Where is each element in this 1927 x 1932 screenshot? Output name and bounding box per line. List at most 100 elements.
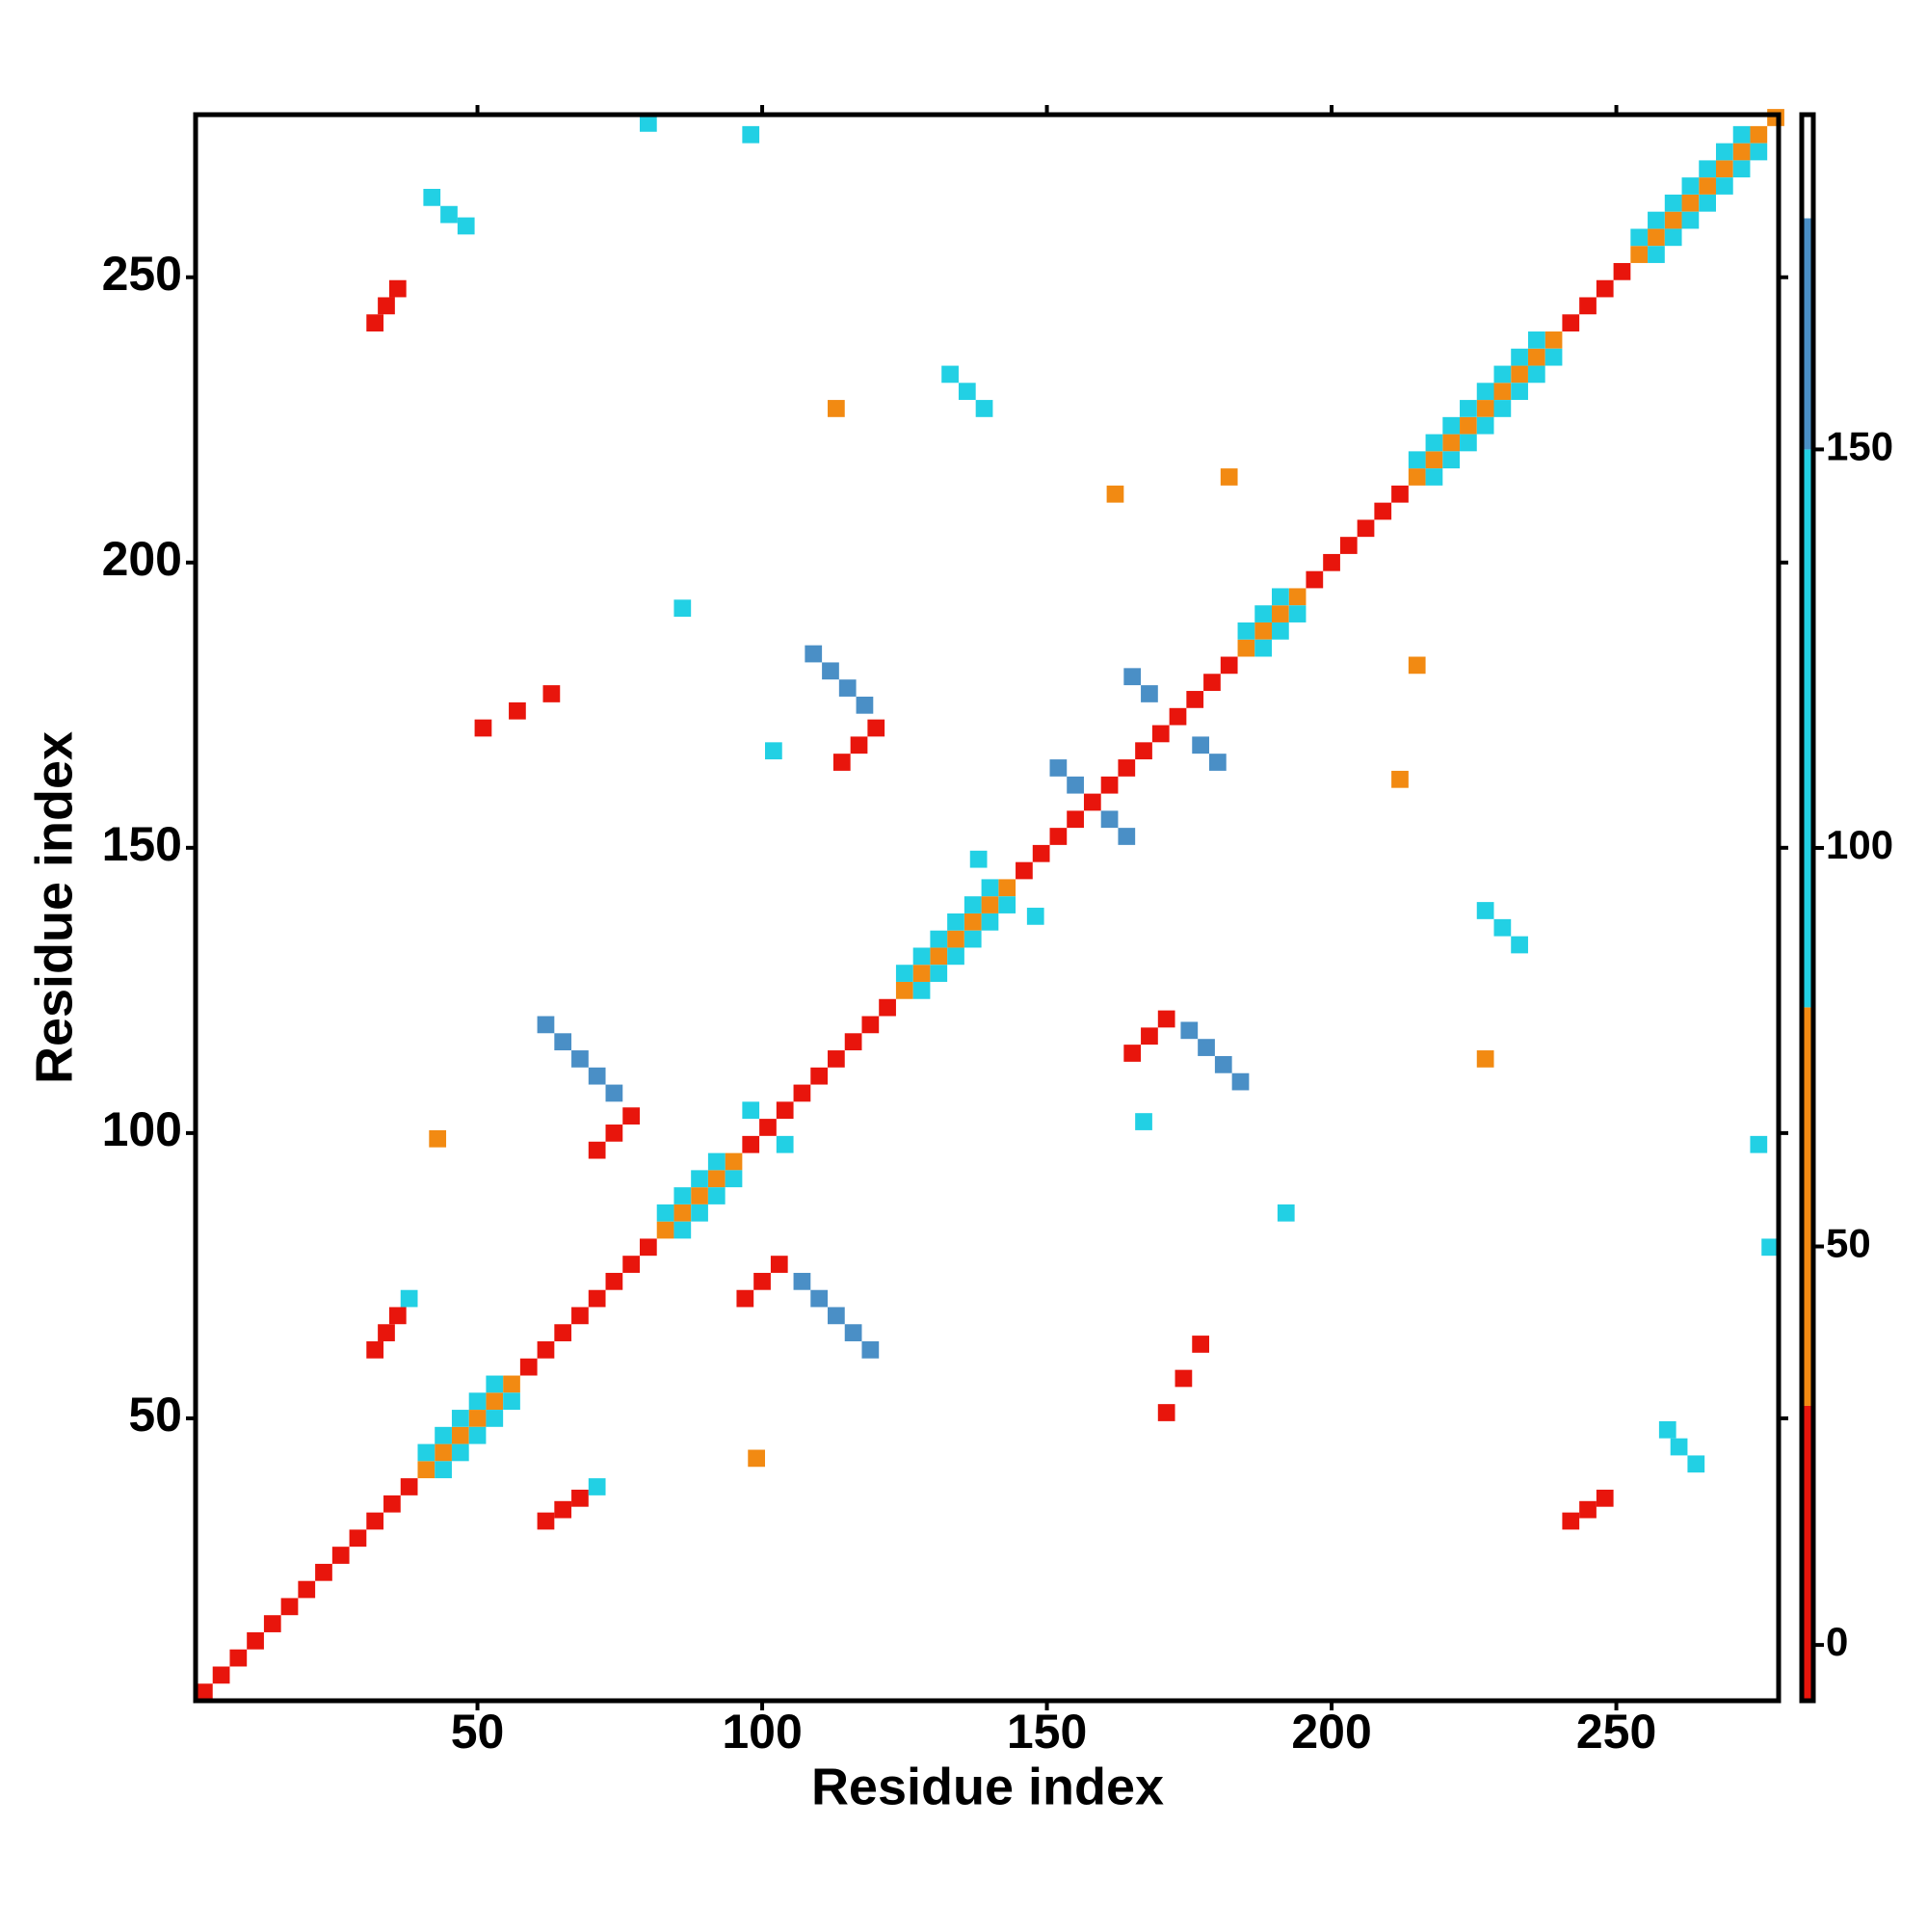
cell bbox=[793, 1272, 811, 1290]
y-tick-label: 150 bbox=[102, 817, 182, 871]
cell bbox=[805, 645, 823, 663]
cell bbox=[1049, 828, 1068, 845]
cell bbox=[1391, 485, 1409, 503]
cell bbox=[1476, 383, 1494, 401]
cell bbox=[247, 1631, 264, 1650]
cell bbox=[981, 913, 999, 931]
cell bbox=[468, 1410, 487, 1427]
cell bbox=[964, 913, 982, 931]
cell bbox=[947, 913, 964, 931]
cell bbox=[474, 719, 492, 737]
cell bbox=[486, 1410, 504, 1427]
cell bbox=[588, 1289, 606, 1308]
cell bbox=[588, 1067, 606, 1085]
cell bbox=[605, 1272, 623, 1290]
colorbar-segment bbox=[1802, 449, 1813, 1008]
cell bbox=[998, 896, 1016, 913]
cell bbox=[1231, 1072, 1250, 1091]
cell bbox=[639, 1238, 657, 1257]
cell bbox=[1100, 776, 1119, 794]
cell bbox=[1425, 434, 1443, 452]
cell bbox=[554, 1500, 572, 1519]
cell bbox=[1750, 1135, 1768, 1153]
cell bbox=[571, 1307, 589, 1325]
cell bbox=[838, 679, 857, 697]
cell bbox=[1118, 759, 1136, 777]
cell bbox=[1288, 588, 1307, 606]
cell bbox=[1613, 262, 1631, 280]
cell bbox=[1141, 685, 1158, 702]
cell bbox=[639, 115, 657, 132]
cell bbox=[1118, 828, 1136, 845]
cell bbox=[1493, 365, 1512, 384]
cell bbox=[554, 1324, 572, 1341]
cell bbox=[656, 1221, 674, 1239]
cell bbox=[519, 1358, 538, 1376]
cell bbox=[776, 1101, 794, 1120]
cell bbox=[1544, 348, 1563, 366]
cell bbox=[1687, 1455, 1705, 1473]
cell bbox=[753, 1272, 771, 1290]
cell bbox=[486, 1375, 504, 1393]
cell bbox=[1214, 1055, 1232, 1073]
cell bbox=[895, 965, 913, 982]
cell bbox=[423, 189, 441, 206]
cell bbox=[770, 1256, 788, 1273]
colorbar-segment bbox=[1802, 218, 1813, 450]
cell bbox=[1408, 451, 1426, 469]
cell bbox=[1157, 1404, 1175, 1421]
colorbar-tick-label: 150 bbox=[1826, 423, 1893, 468]
cell bbox=[912, 965, 931, 982]
cell bbox=[366, 314, 384, 331]
y-tick-label: 50 bbox=[128, 1388, 182, 1442]
cell bbox=[691, 1187, 708, 1204]
cell bbox=[748, 1449, 766, 1468]
cell bbox=[844, 1033, 862, 1051]
cell bbox=[1476, 902, 1494, 919]
cell bbox=[196, 1683, 213, 1701]
cell bbox=[1715, 177, 1733, 195]
cell bbox=[1511, 383, 1528, 401]
x-axis-title: Residue index bbox=[811, 1758, 1164, 1815]
cell bbox=[1460, 434, 1477, 452]
cell bbox=[765, 742, 782, 760]
cell bbox=[1016, 861, 1033, 880]
cell bbox=[1083, 793, 1101, 811]
cell bbox=[895, 982, 913, 999]
cell bbox=[1750, 125, 1768, 144]
cell bbox=[383, 1495, 401, 1513]
cell bbox=[1220, 468, 1238, 486]
cell bbox=[1425, 468, 1443, 486]
cell bbox=[1123, 668, 1142, 686]
cell bbox=[828, 400, 845, 417]
cell bbox=[930, 947, 948, 966]
cell bbox=[879, 998, 896, 1017]
cell bbox=[958, 383, 976, 401]
colorbar-tick-label: 0 bbox=[1826, 1619, 1848, 1664]
cell bbox=[435, 1426, 452, 1444]
cell bbox=[1408, 468, 1426, 486]
cell bbox=[571, 1050, 589, 1068]
cell bbox=[1493, 918, 1512, 937]
x-tick-label: 100 bbox=[722, 1705, 802, 1759]
cell bbox=[1767, 109, 1784, 126]
cell bbox=[1175, 1369, 1193, 1388]
cell bbox=[229, 1649, 248, 1667]
cell bbox=[435, 1443, 452, 1462]
cell bbox=[1272, 622, 1289, 640]
cell bbox=[707, 1152, 726, 1171]
cell bbox=[1658, 1420, 1676, 1439]
cell bbox=[1681, 177, 1700, 195]
x-tick-label: 250 bbox=[1576, 1705, 1656, 1759]
cell bbox=[622, 1107, 640, 1125]
colorbar-segment bbox=[1802, 115, 1813, 219]
cell bbox=[1049, 759, 1068, 777]
colorbar-frame bbox=[1799, 112, 1816, 1704]
cell bbox=[828, 1307, 845, 1325]
cell bbox=[429, 1129, 447, 1148]
colorbar-tick-label: 100 bbox=[1826, 822, 1893, 867]
cell bbox=[537, 1512, 555, 1530]
cell bbox=[1026, 908, 1044, 925]
cell bbox=[1761, 1238, 1779, 1257]
